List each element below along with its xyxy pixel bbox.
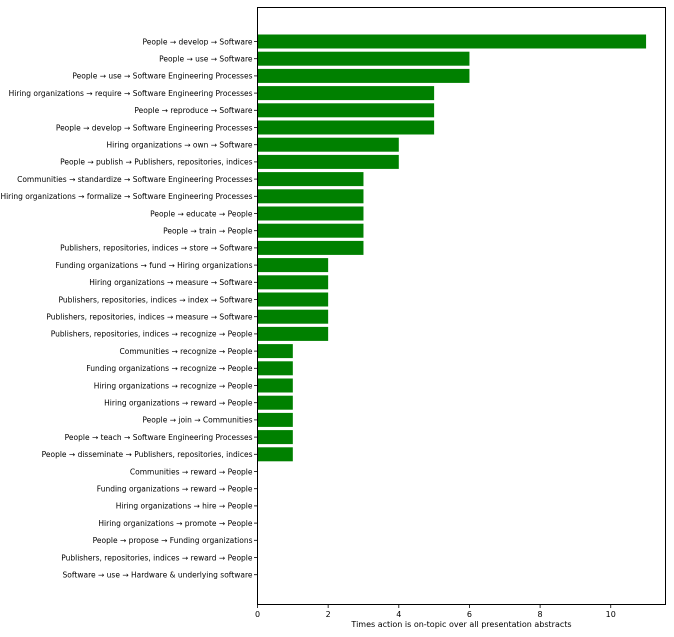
category-label: People → teach → Software Engineering Pr… [65, 433, 253, 442]
bar [257, 240, 364, 255]
bar [257, 395, 293, 410]
category-label: Hiring organizations → own → Software [107, 141, 253, 150]
bar [257, 361, 293, 376]
category-label: Publishers, repositories, indices → stor… [60, 244, 253, 253]
bar [257, 292, 329, 307]
category-label: People → train → People [163, 227, 253, 236]
category-label: Publishers, repositories, indices → rewa… [61, 553, 253, 562]
bar [257, 172, 364, 187]
x-tick-label: 8 [538, 610, 543, 619]
category-label: People → disseminate → Publishers, repos… [42, 450, 253, 459]
category-label: Communities → reward → People [130, 467, 253, 476]
category-label: Hiring organizations → require → Softwar… [9, 89, 253, 98]
category-label: Hiring organizations → measure → Softwar… [89, 278, 253, 287]
category-label: People → publish → Publishers, repositor… [60, 158, 253, 167]
bar [257, 223, 364, 238]
category-label: Hiring organizations → promote → People [98, 519, 252, 528]
bar [257, 86, 435, 101]
category-label: Communities → recognize → People [120, 347, 253, 356]
bar [257, 206, 364, 221]
category-label: Hiring organizations → recognize → Peopl… [94, 381, 253, 390]
bar [257, 154, 399, 169]
bar [257, 378, 293, 393]
x-tick-label: 4 [396, 610, 401, 619]
category-label: People → use → Software [159, 55, 253, 64]
bars-layer [257, 34, 647, 462]
x-tick-label: 6 [467, 610, 472, 619]
bar [257, 68, 470, 83]
bar [257, 34, 647, 49]
category-label: Publishers, repositories, indices → reco… [51, 330, 253, 339]
category-label: People → develop → Software Engineering … [56, 123, 253, 132]
category-label: People → educate → People [150, 209, 253, 218]
x-tick-label: 0 [255, 610, 260, 619]
bar [257, 275, 329, 290]
x-tick-label: 2 [326, 610, 331, 619]
x-tick-label: 10 [606, 610, 616, 619]
category-label: People → develop → Software [143, 37, 253, 46]
bar [257, 344, 293, 359]
category-label: Hiring organizations → hire → People [116, 502, 253, 511]
category-label: Funding organizations → recognize → Peop… [86, 364, 252, 373]
category-label: Funding organizations → fund → Hiring or… [55, 261, 252, 270]
plot-area-frame [257, 7, 666, 605]
bar [257, 447, 293, 462]
bar [257, 120, 435, 135]
bar [257, 103, 435, 118]
category-label: People → reproduce → Software [134, 106, 253, 115]
category-labels: People → develop → Software People → use … [0, 37, 258, 580]
bar [257, 309, 329, 324]
category-label: Hiring organizations → formalize → Softw… [0, 192, 252, 201]
category-label: People → propose → Funding organizations [93, 536, 253, 545]
x-axis: 0 2 4 6 8 10 [255, 604, 616, 619]
category-label: People → use → Software Engineering Proc… [72, 72, 252, 81]
bar [257, 258, 329, 273]
category-label: Publishers, repositories, indices → inde… [59, 295, 253, 304]
bar [257, 51, 470, 66]
bar [257, 326, 329, 341]
category-label: Communities → standardize → Software Eng… [17, 175, 252, 184]
category-label: Software → use → Hardware & underlying s… [63, 571, 253, 580]
bar [257, 137, 399, 152]
category-label: Hiring organizations → reward → People [104, 399, 253, 408]
bar [257, 430, 293, 445]
category-label: Funding organizations → reward → People [97, 485, 253, 494]
bar [257, 189, 364, 204]
category-label: People → join → Communities [142, 416, 252, 425]
bar [257, 412, 293, 427]
category-label: Publishers, repositories, indices → meas… [46, 313, 253, 322]
x-axis-label: Times action is on-topic over all presen… [350, 620, 571, 629]
